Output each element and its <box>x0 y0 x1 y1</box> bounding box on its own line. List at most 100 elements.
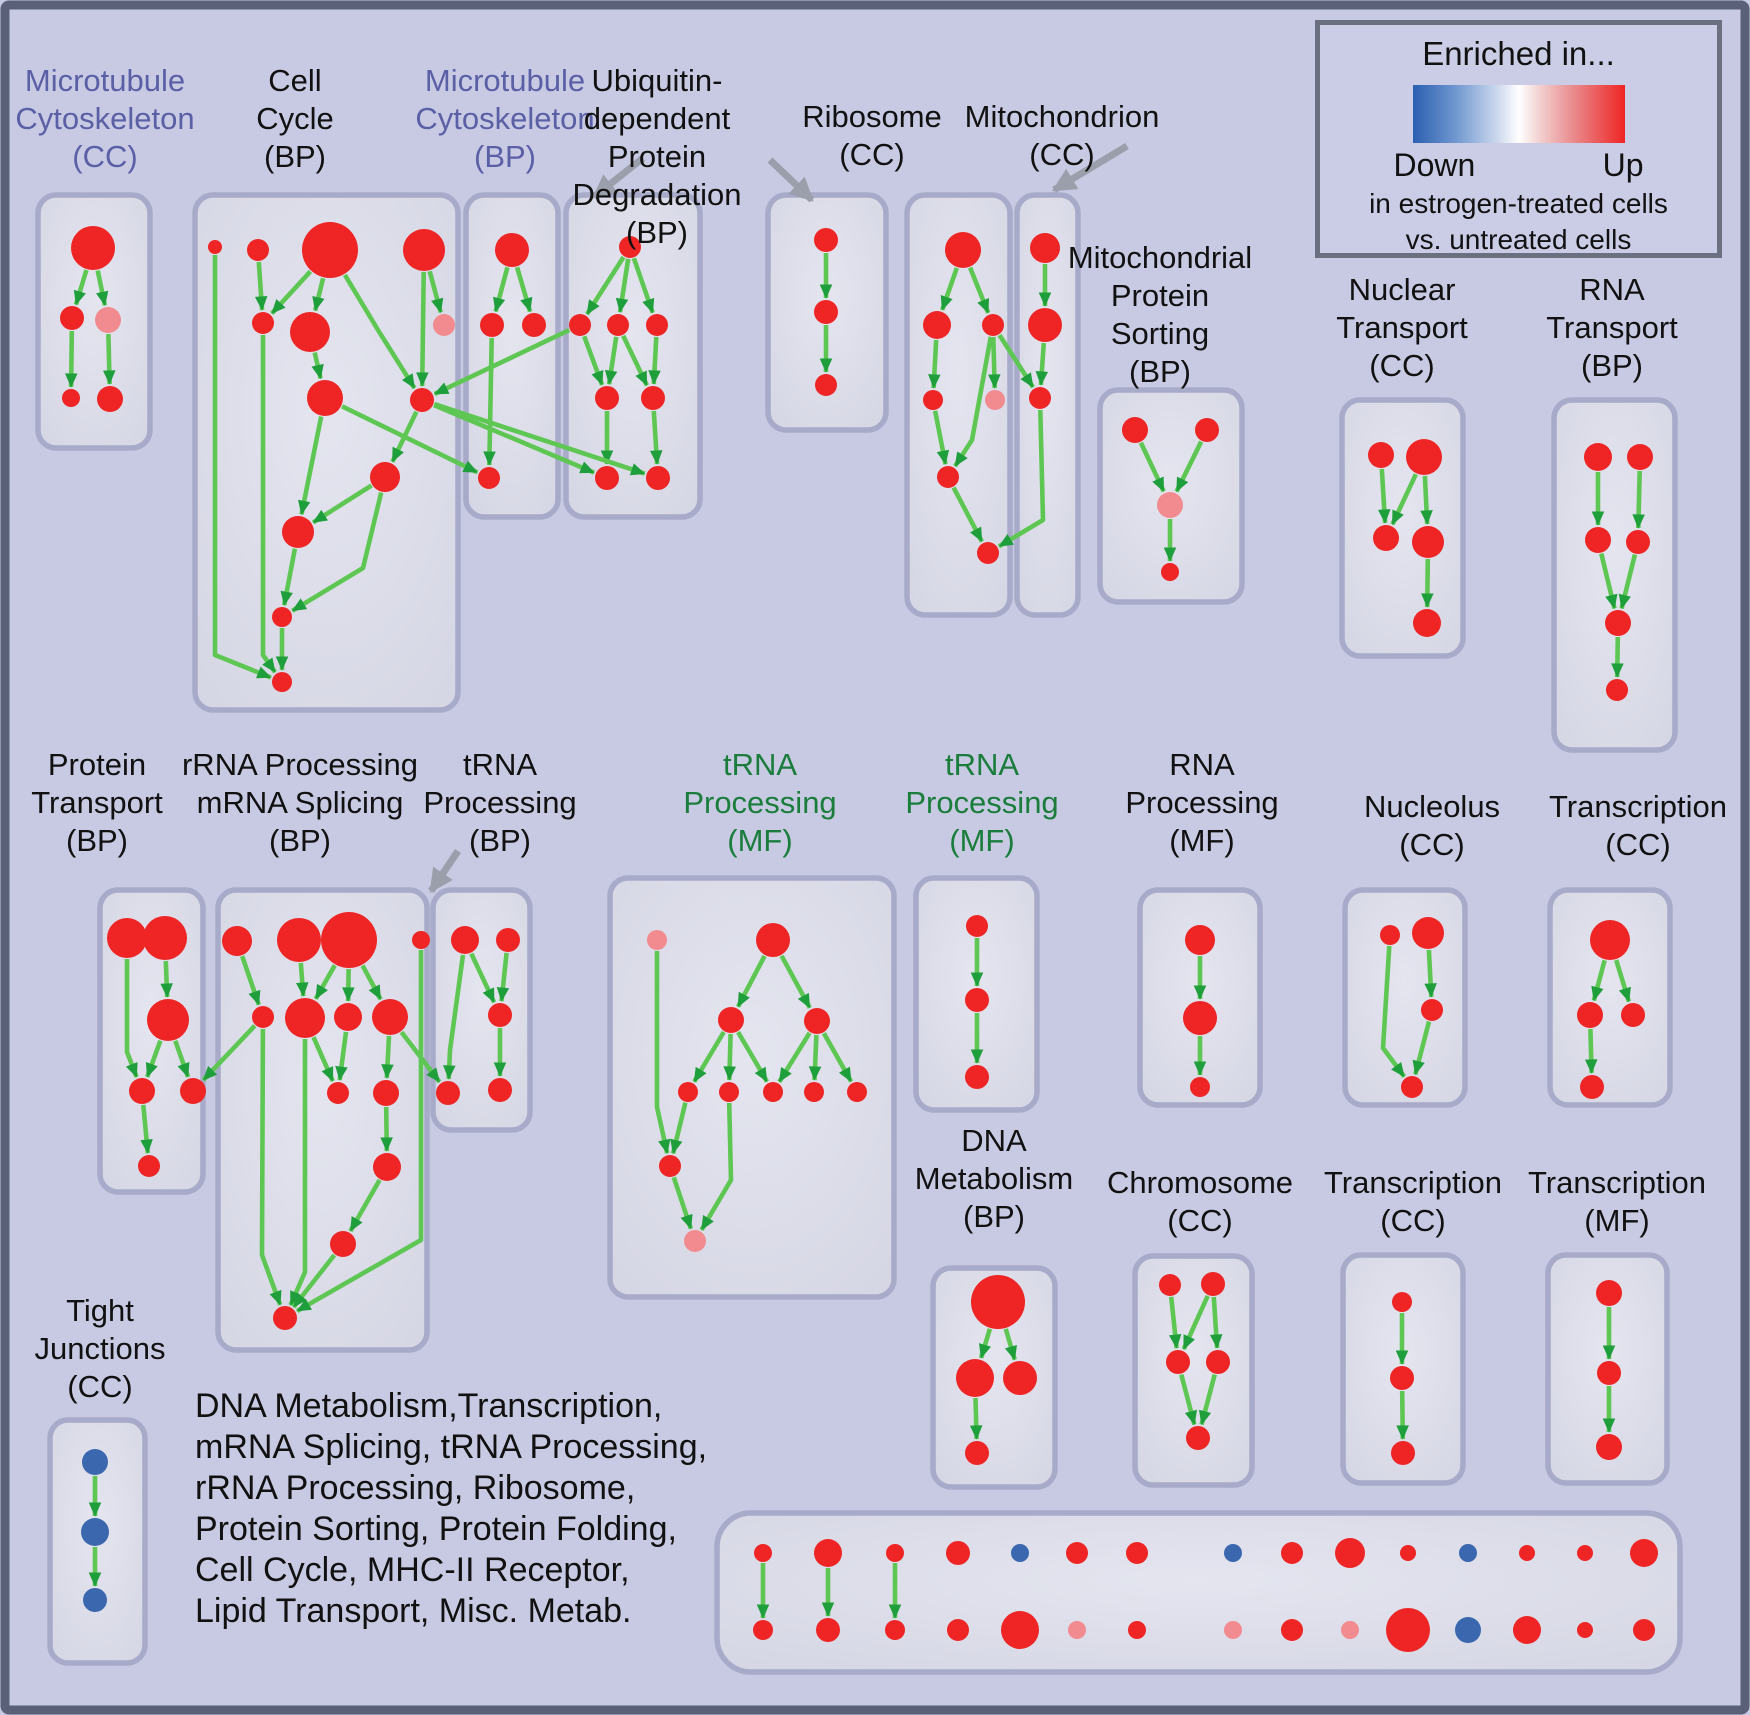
edge-p1-p3 <box>969 1397 983 1440</box>
edge-t3-t8 <box>821 1032 854 1083</box>
edge-j3-j5 <box>140 1104 153 1154</box>
cluster-label-trna-bp: tRNA Processing (BP) <box>423 747 577 858</box>
node-v1 <box>814 300 838 324</box>
edge-i4-i5 <box>1611 636 1624 678</box>
node-k12 <box>273 1306 297 1330</box>
cluster-label-tight-junctions: Tight Junctions (CC) <box>34 1293 166 1404</box>
node-t1 <box>756 923 790 957</box>
edge-t4-t9 <box>670 1102 688 1155</box>
edge-b9-b11 <box>291 492 384 613</box>
node-k1 <box>277 918 321 962</box>
node-mc6b <box>1068 1621 1086 1639</box>
edge-j2-j4 <box>173 1040 191 1078</box>
node-b3 <box>403 229 445 271</box>
cluster-label-transcription-mf: Transcription (MF) <box>1527 1165 1707 1238</box>
gray-arrow-to-ubiq-left <box>591 155 646 200</box>
node-a3 <box>62 389 80 407</box>
legend-gradient-bar <box>1412 85 1625 143</box>
edge-i3-i4 <box>1618 554 1638 610</box>
node-t9 <box>659 1155 681 1177</box>
cluster-label-mitochondrion: Mitochondrion (CC) <box>964 99 1160 172</box>
cluster-label-chromosome: Chromosome (CC) <box>1106 1165 1294 1238</box>
node-mc2b <box>816 1618 840 1642</box>
edge-c0-c2 <box>514 266 533 313</box>
node-i0 <box>1584 443 1612 471</box>
edge-q3-q4 <box>1198 1374 1217 1426</box>
node-p1 <box>956 1359 994 1397</box>
node-mc3t <box>886 1544 904 1562</box>
edge-b3-b6 <box>427 270 444 314</box>
node-y2 <box>1621 1003 1645 1027</box>
edge-b7-b10 <box>298 416 324 515</box>
node-b9 <box>370 462 400 492</box>
node-m0 <box>1030 233 1060 263</box>
node-mc15t <box>1630 1539 1658 1567</box>
legend-down-label: Down <box>1393 147 1476 183</box>
cluster-label-protein-transport: Protein Transport (BP) <box>31 747 163 858</box>
node-b6 <box>433 314 455 336</box>
node-h3 <box>1412 526 1444 558</box>
node-z2 <box>1391 1441 1415 1465</box>
edge-l1-l2 <box>496 952 510 1002</box>
node-w0 <box>1185 925 1215 955</box>
edge-k2-k5 <box>313 964 337 1000</box>
node-mc2t <box>814 1539 842 1567</box>
edge-b3-b8 <box>416 271 429 387</box>
node-h2 <box>1373 525 1399 551</box>
node-g0 <box>1122 417 1148 443</box>
misc-clusters-footnote: DNA Metabolism,Transcription, mRNA Splic… <box>195 1387 708 1630</box>
node-q2 <box>1166 1350 1190 1374</box>
node-r6 <box>977 542 999 564</box>
legend-subtitle-1: in estrogen-treated cells <box>1369 188 1668 219</box>
edge-l0-l3 <box>443 954 466 1080</box>
edge-t0-t9 <box>654 951 671 1154</box>
node-mc12t <box>1459 1544 1477 1562</box>
node-mc14t <box>1577 1545 1593 1561</box>
edge-t1-t3 <box>779 954 812 1009</box>
edge-h1-h3 <box>1420 475 1433 525</box>
node-b4 <box>252 312 274 334</box>
node-mc10b <box>1341 1621 1359 1639</box>
cluster-label-transcription-cc-mid: Transcription (CC) <box>1548 789 1728 862</box>
gray-arrow-to-trna-bp-box <box>428 849 461 893</box>
edge-m2-r6 <box>997 409 1046 549</box>
node-p3 <box>965 1441 989 1465</box>
cluster-label-ribosome: Ribosome (CC) <box>802 99 942 172</box>
edge-r1-r3 <box>928 339 941 389</box>
node-zz2 <box>1596 1434 1622 1460</box>
node-z0 <box>1392 1292 1412 1312</box>
edge-b2-b4 <box>270 269 313 315</box>
node-uD <box>595 386 619 410</box>
edge-b0-b12 <box>212 255 272 680</box>
node-u0 <box>619 236 641 258</box>
node-t2 <box>718 1007 744 1033</box>
node-v0 <box>814 228 838 252</box>
node-mc13b <box>1513 1616 1541 1644</box>
node-k11 <box>330 1231 356 1257</box>
node-h1 <box>1406 439 1442 475</box>
node-mc7b <box>1128 1621 1146 1639</box>
edge-k7-k9 <box>381 1035 394 1079</box>
edge-t1-t2 <box>735 954 767 1008</box>
edge-x0-x3 <box>1380 945 1407 1078</box>
cluster-label-dna-metab: DNA Metabolism (BP) <box>914 1123 1074 1234</box>
edge-x1-x2 <box>1424 949 1437 998</box>
edge-x2-x3 <box>1412 1021 1432 1076</box>
edge-b9-b10 <box>311 483 373 525</box>
node-b1 <box>247 239 269 261</box>
edge-uC-uE <box>648 336 661 385</box>
cluster-label-rna-transport: RNA Transport (BP) <box>1546 272 1678 383</box>
edge-p0-p2 <box>1003 1328 1017 1361</box>
node-k0 <box>222 926 252 956</box>
gray-arrow-to-mito-box <box>1051 143 1129 193</box>
node-p2 <box>1003 1361 1037 1395</box>
node-r3 <box>923 390 943 410</box>
node-t7 <box>804 1082 824 1102</box>
edge-c1-c3 <box>483 337 496 466</box>
node-z1 <box>1390 1366 1414 1390</box>
edge-uA-b8 <box>433 328 571 397</box>
node-uE <box>641 386 665 410</box>
node-q3 <box>1206 1350 1230 1374</box>
